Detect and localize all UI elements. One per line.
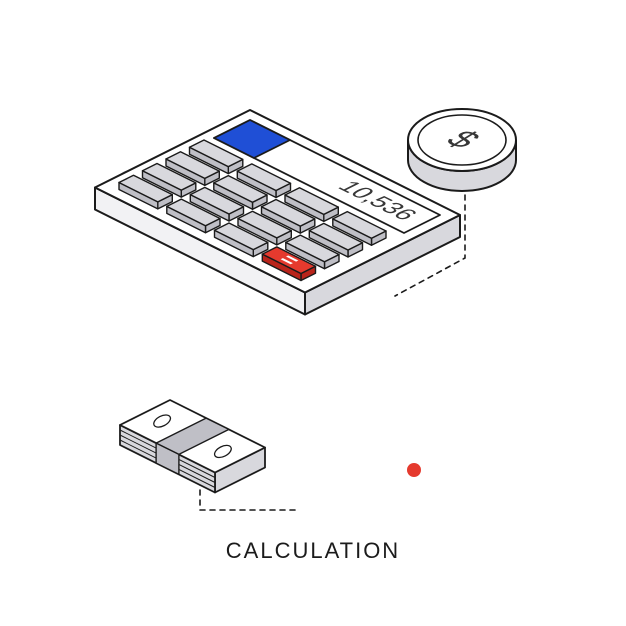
coin-icon: $	[408, 109, 516, 191]
calculator-icon: 10,536=	[95, 110, 460, 315]
cash-stack-icon	[120, 400, 265, 493]
caption-label: CALCULATION	[0, 538, 626, 564]
deco-dot-icon	[407, 463, 421, 477]
calculation-infographic: 10,536=$	[0, 0, 626, 626]
